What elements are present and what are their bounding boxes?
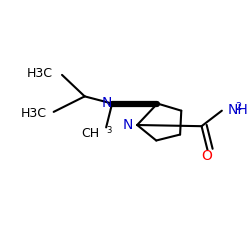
- Text: H3C: H3C: [20, 107, 46, 120]
- Text: O: O: [201, 148, 212, 162]
- Text: CH: CH: [81, 127, 99, 140]
- Text: N: N: [123, 118, 133, 132]
- Text: 3: 3: [106, 126, 112, 136]
- Text: 2: 2: [236, 102, 242, 112]
- Text: N: N: [102, 96, 112, 110]
- Text: H3C: H3C: [27, 67, 53, 80]
- Text: NH: NH: [228, 103, 248, 117]
